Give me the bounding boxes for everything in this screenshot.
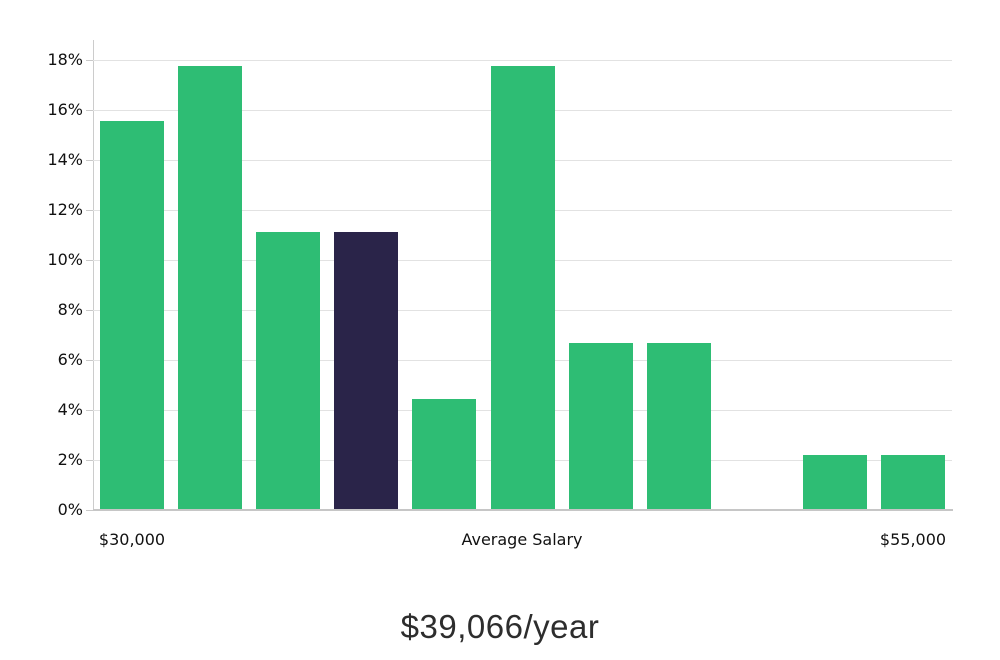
histogram-bar <box>256 232 320 510</box>
y-axis-tick <box>86 209 93 211</box>
histogram-bar <box>412 399 476 510</box>
y-axis-tick <box>86 359 93 361</box>
x-tick-label-average-salary: Average Salary <box>461 530 583 549</box>
x-axis-baseline <box>93 509 953 511</box>
y-axis-tick <box>86 509 93 511</box>
y-axis-tick-label: 14% <box>47 150 83 169</box>
y-axis-spine <box>93 40 94 510</box>
y-axis-tick <box>86 259 93 261</box>
y-axis-tick-label: 4% <box>57 400 83 419</box>
y-axis-tick-label: 12% <box>47 200 83 219</box>
plot-area <box>93 40 952 510</box>
y-axis-tick <box>86 159 93 161</box>
y-axis-tick-label: 8% <box>57 300 83 319</box>
y-axis-tick <box>86 109 93 111</box>
histogram-bar <box>100 121 164 510</box>
histogram-bar <box>569 343 633 510</box>
y-axis-tick-label: 16% <box>47 100 83 119</box>
y-axis-tick-label: 18% <box>47 50 83 69</box>
histogram-bar <box>491 65 555 510</box>
histogram-bar <box>881 454 945 510</box>
y-axis-tick-label: 0% <box>57 500 83 519</box>
y-axis-tick-label: 2% <box>57 450 83 469</box>
y-axis-tick-label: 10% <box>47 250 83 269</box>
y-axis-tick <box>86 409 93 411</box>
x-tick-label-max-salary: $55,000 <box>879 530 947 549</box>
histogram-bar-highlighted <box>334 232 398 510</box>
y-axis-tick <box>86 309 93 311</box>
x-tick-label-min-salary: $30,000 <box>98 530 166 549</box>
y-axis-tick-label: 6% <box>57 350 83 369</box>
histogram-bar <box>803 454 867 510</box>
y-axis-tick <box>86 59 93 61</box>
average-salary-value: $39,066/year <box>400 608 600 645</box>
y-axis-tick <box>86 459 93 461</box>
histogram-bar <box>178 65 242 510</box>
histogram-bar <box>647 343 711 510</box>
gridline <box>93 59 952 61</box>
